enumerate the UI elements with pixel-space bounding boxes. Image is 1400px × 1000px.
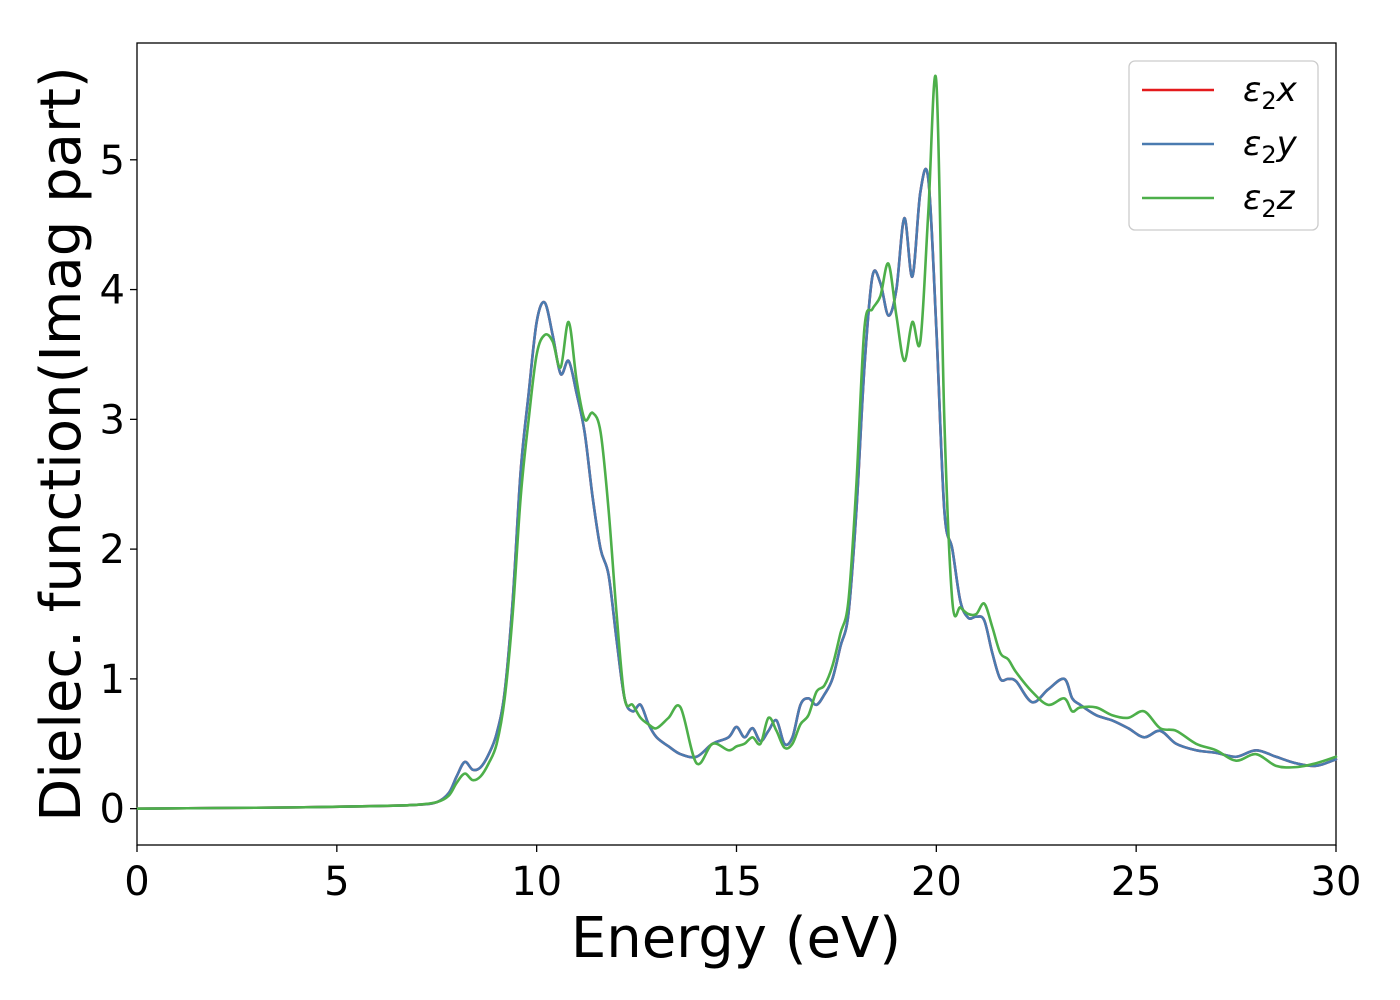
y-tick-label: 2	[100, 527, 125, 573]
y-tick-label: 3	[100, 397, 125, 443]
x-tick-label: 5	[324, 859, 349, 905]
y-axis-label: Dielec. function(Imag part)	[29, 66, 94, 822]
legend-label-y: ε2y	[1243, 124, 1298, 169]
y-tick-label: 0	[100, 787, 125, 833]
legend-box	[1128, 60, 1319, 231]
series-layer	[135, 74, 1338, 810]
series-line-y	[135, 167, 1338, 810]
y-tick-label: 5	[100, 138, 125, 184]
ticks-layer: 0 5 10 15 20 25 30 0 1 2 3 4 5	[100, 138, 1362, 905]
x-tick-label: 10	[511, 859, 562, 905]
y-tick-label: 1	[100, 657, 125, 703]
y-tick-label: 4	[100, 268, 125, 314]
legend-label-z: ε2z	[1243, 178, 1296, 223]
legend-label-x: ε2x	[1243, 70, 1298, 115]
legend: ε2x ε2y ε2z	[1128, 60, 1319, 231]
x-axis-label: Energy (eV)	[571, 906, 901, 971]
x-tick-label: 15	[711, 859, 762, 905]
x-tick-label: 20	[911, 859, 962, 905]
x-tick-label: 0	[124, 859, 149, 905]
x-tick-label: 30	[1311, 859, 1362, 905]
x-tick-label: 25	[1111, 859, 1162, 905]
series-line-z	[135, 74, 1338, 810]
